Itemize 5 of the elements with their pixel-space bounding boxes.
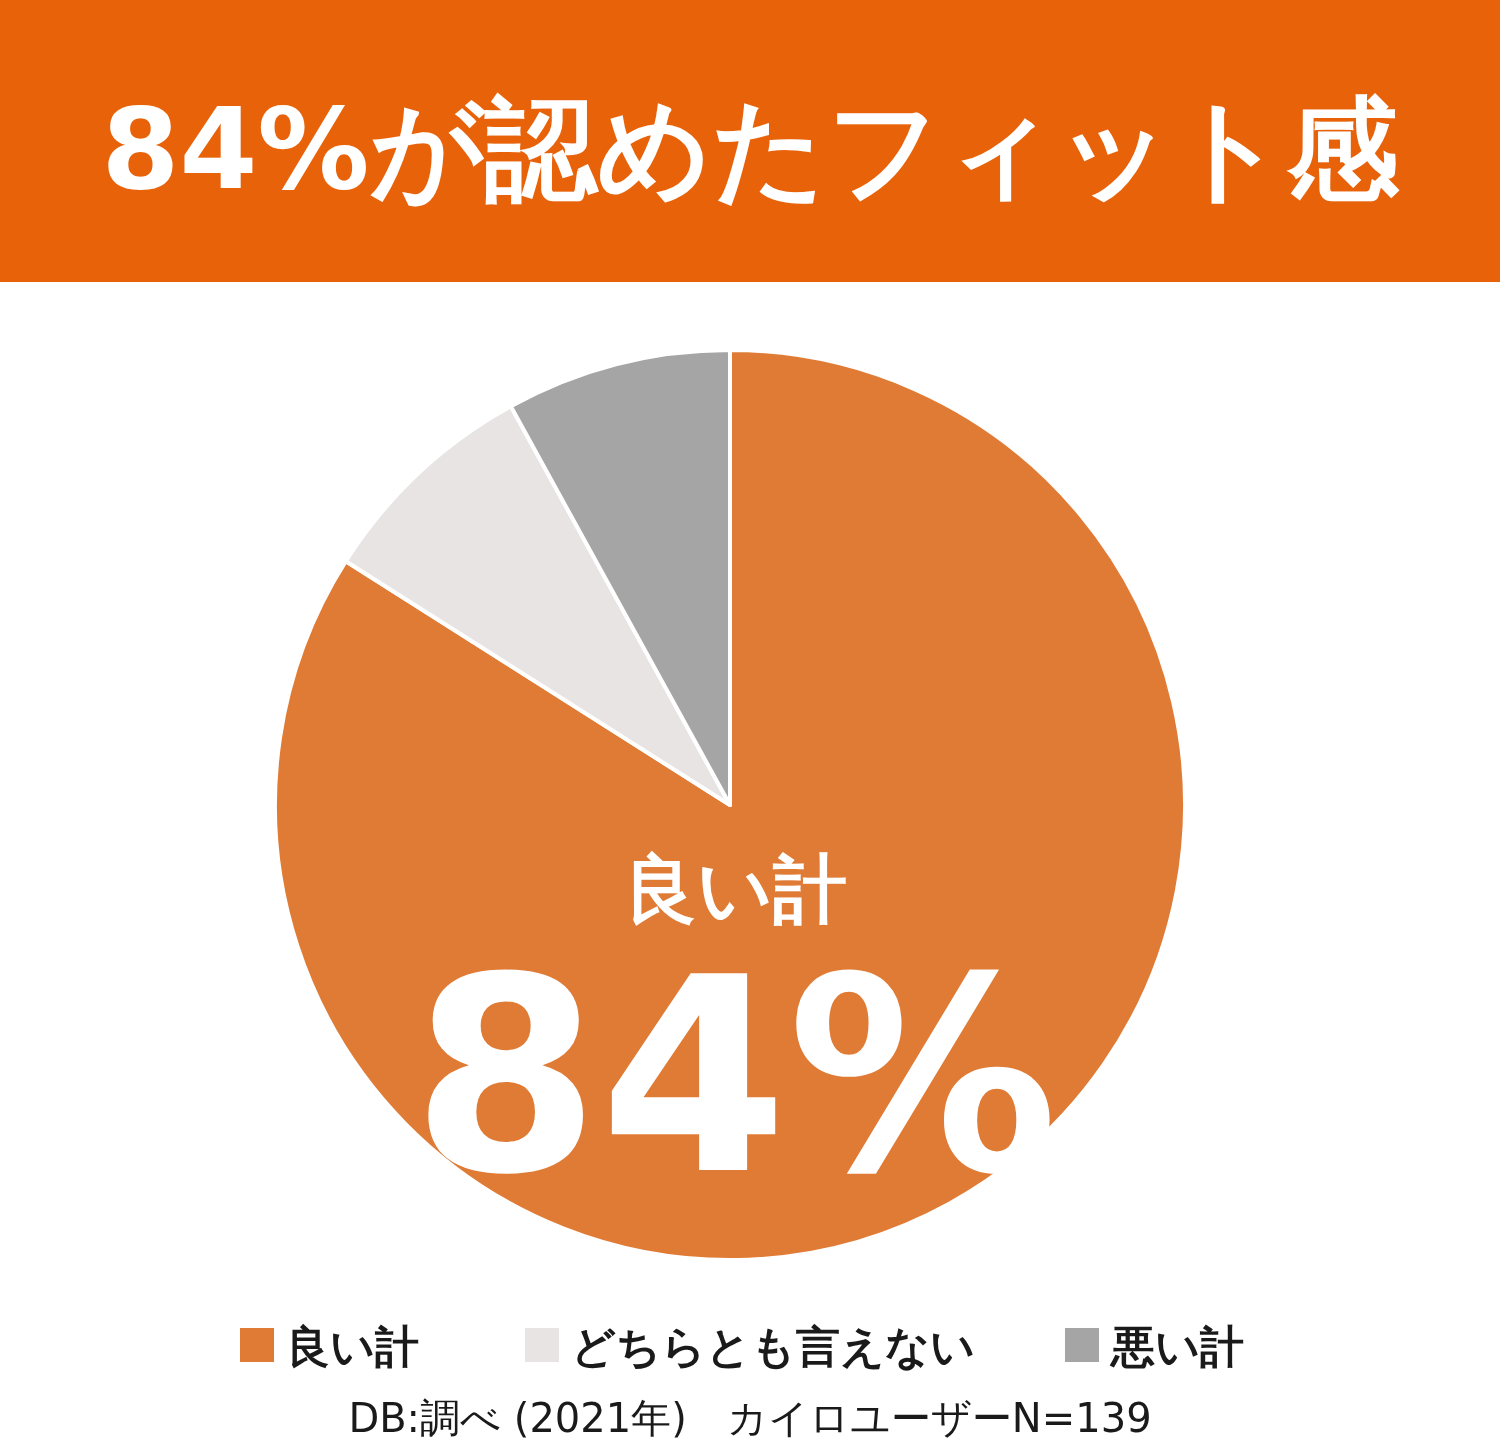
chart-title: 84%が認めたフィット感 [101, 84, 1400, 214]
legend-label: 良い計 [286, 1321, 419, 1372]
legend-label: どちらとも言えない [571, 1321, 975, 1372]
text: DB:調べ (2021年) カイロユーザーN=139 [348, 1395, 1152, 1441]
legend-label: 悪い計 [1109, 1321, 1244, 1372]
